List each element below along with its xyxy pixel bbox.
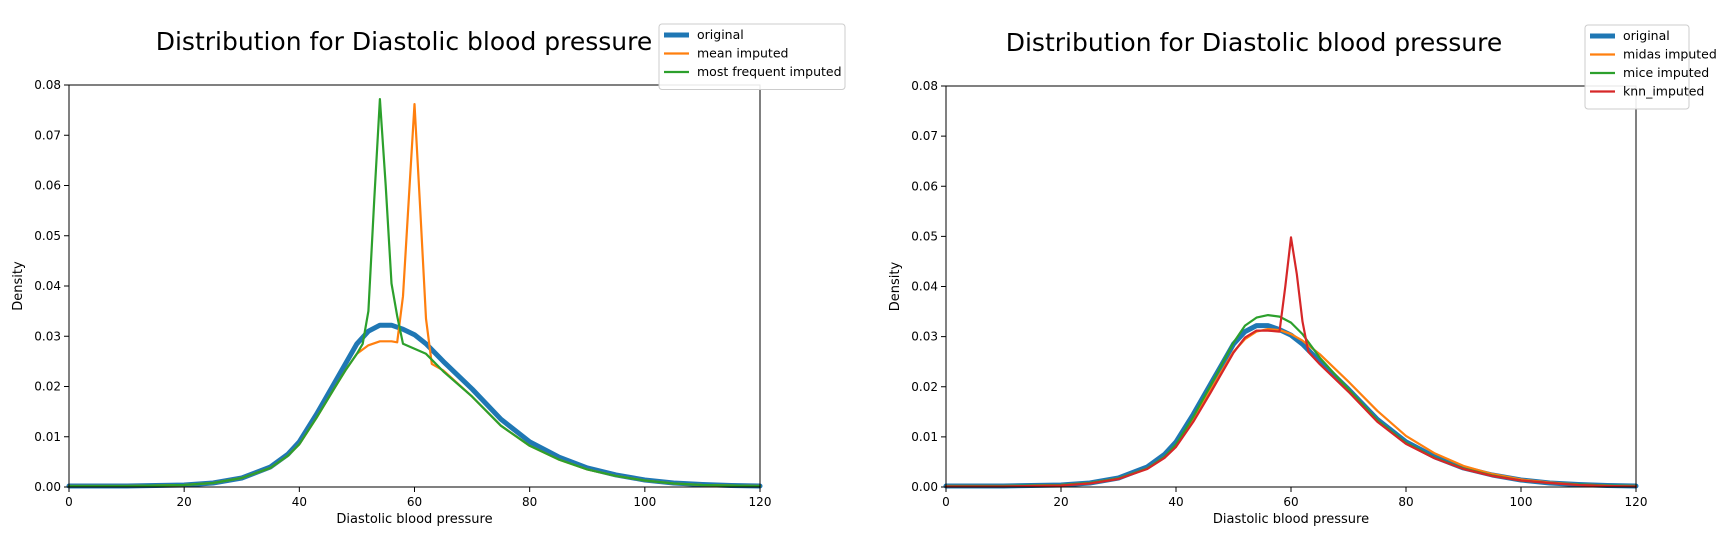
legend: original midas imputed mice imputed knn_imp… xyxy=(1584,24,1717,110)
y-tick-label: 0.08 xyxy=(911,79,938,93)
y-tick-label: 0.08 xyxy=(34,78,61,92)
y-tick-label: 0.05 xyxy=(34,229,61,243)
y-tick-label: 0.01 xyxy=(34,430,61,444)
y-axis-label: Density xyxy=(11,261,26,311)
legend-label: mean imputed xyxy=(697,46,788,61)
chart-title: Distribution for Diastolic blood pressur… xyxy=(1006,28,1503,57)
y-tick-label: 0.00 xyxy=(911,480,938,494)
x-tick-label: 100 xyxy=(633,495,656,509)
x-tick-label: 0 xyxy=(65,495,73,509)
legend: original mean imputed most frequent impute… xyxy=(658,23,846,90)
y-tick-label: 0.06 xyxy=(34,179,61,193)
legend-label: knn_imputed xyxy=(1623,84,1704,99)
chart-title: Distribution for Diastolic blood pressur… xyxy=(156,27,653,56)
y-tick-label: 0.06 xyxy=(911,179,938,193)
y-tick-label: 0.07 xyxy=(911,129,938,143)
y-tick-label: 0.02 xyxy=(34,380,61,394)
x-tick-label: 0 xyxy=(942,495,950,509)
x-tick-label: 80 xyxy=(1398,495,1413,509)
y-axis-label: Density xyxy=(888,261,903,311)
x-tick-label: 60 xyxy=(407,495,422,509)
series-line-original xyxy=(943,323,1639,489)
x-tick-label: 120 xyxy=(1625,495,1648,509)
x-tick-label: 60 xyxy=(1283,495,1298,509)
y-tick-label: 0.01 xyxy=(911,430,938,444)
series-lines xyxy=(943,236,1639,489)
legend-box xyxy=(1584,24,1690,110)
series-line-knn-imputed xyxy=(944,236,1638,488)
y-tick-label: 0.00 xyxy=(34,480,61,494)
legend-label: most frequent imputed xyxy=(697,64,842,79)
legend-box xyxy=(658,23,846,90)
chart-panel-2: Distribution for Diastolic blood pressur… xyxy=(888,24,1717,527)
y-tick-label: 0.05 xyxy=(911,229,938,243)
chart-panel-1: Distribution for Diastolic blood pressur… xyxy=(11,23,846,527)
series-line-most-frequent-imputed xyxy=(67,97,762,488)
x-axis-label: Diastolic blood pressure xyxy=(1213,512,1369,527)
y-tick-label: 0.04 xyxy=(911,280,938,294)
legend-label: original xyxy=(697,27,744,42)
x-tick-label: 120 xyxy=(749,495,772,509)
legend-label: mice imputed xyxy=(1623,65,1709,80)
y-tick-label: 0.04 xyxy=(34,279,61,293)
plot-frame xyxy=(68,84,761,488)
plot-frame xyxy=(945,85,1637,488)
legend-label: midas imputed xyxy=(1623,47,1717,62)
x-axis-label: Diastolic blood pressure xyxy=(336,512,492,527)
x-tick-label: 100 xyxy=(1510,495,1533,509)
x-tick-label: 80 xyxy=(522,495,537,509)
y-tick-label: 0.03 xyxy=(34,329,61,343)
series-line-mean-imputed xyxy=(67,102,762,488)
y-tick-label: 0.02 xyxy=(911,380,938,394)
y-tick-label: 0.07 xyxy=(34,128,61,142)
series-lines xyxy=(66,97,763,489)
x-tick-label: 20 xyxy=(1053,495,1068,509)
x-tick-label: 40 xyxy=(1168,495,1183,509)
series-line-midas-imputed xyxy=(944,328,1638,488)
x-tick-label: 20 xyxy=(177,495,192,509)
y-tick-label: 0.03 xyxy=(911,330,938,344)
legend-label: original xyxy=(1623,28,1670,43)
series-line-mice-imputed xyxy=(944,314,1638,488)
x-tick-label: 40 xyxy=(292,495,307,509)
